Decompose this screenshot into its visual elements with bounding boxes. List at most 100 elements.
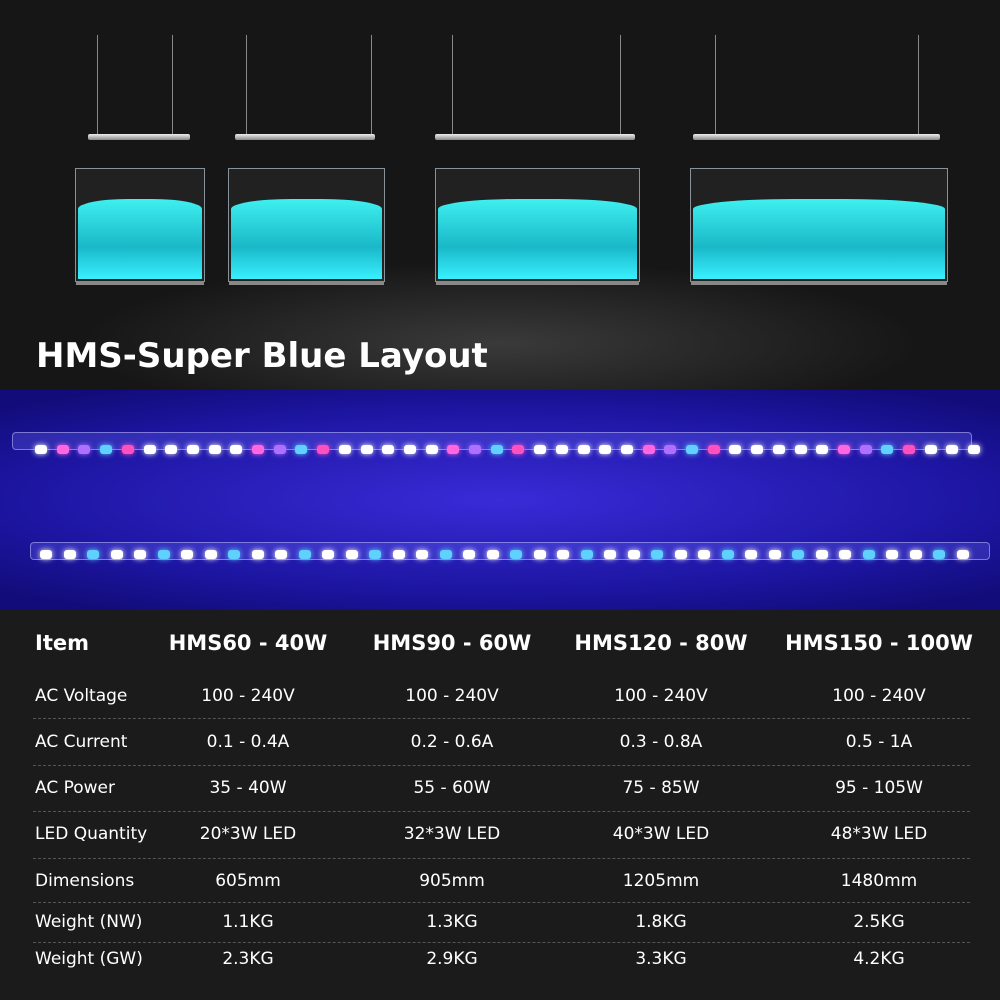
table-row: Weight (GW) 2.3KG 2.9KG 3.3KG 4.2KG: [0, 939, 1000, 979]
cell-value: 0.1 - 0.4A: [206, 732, 290, 752]
cell-value: 32*3W LED: [403, 824, 501, 844]
led-chip: [946, 445, 959, 454]
led-chip: [794, 445, 807, 454]
row-divider: [33, 858, 970, 859]
table-row: AC Power 35 - 40W 55 - 60W 75 - 85W 95 - 105…: [0, 768, 1000, 808]
row-label: LED Quantity: [35, 824, 148, 844]
cell-value: 40*3W LED: [612, 824, 710, 844]
cell-value: 905mm: [419, 871, 485, 891]
led-chip: [642, 445, 655, 454]
light-fixture-hms150: [693, 134, 940, 140]
led-chip: [165, 445, 178, 454]
aquarium-illustration: HMS-Super Blue Layout: [0, 0, 1000, 390]
led-chip: [469, 445, 481, 454]
cell-value: 0.2 - 0.6A: [410, 732, 494, 752]
led-chip: [121, 445, 134, 454]
led-chip: [924, 445, 937, 454]
led-chip: [599, 445, 612, 454]
led-chip: [360, 445, 373, 454]
page-title: HMS-Super Blue Layout: [36, 336, 488, 376]
led-chip: [674, 550, 687, 559]
light-fixture-hms120: [435, 134, 635, 140]
row-label: Dimensions: [35, 871, 135, 891]
led-chip: [815, 550, 828, 559]
led-chip: [837, 445, 850, 454]
led-chip: [881, 445, 894, 454]
row-label: AC Current: [35, 732, 128, 752]
light-fixture-hms60: [88, 134, 190, 140]
led-chip: [186, 445, 199, 454]
led-chip: [204, 550, 217, 559]
cell-value: 2.5KG: [853, 912, 905, 932]
led-chip: [181, 550, 193, 559]
led-chip: [862, 550, 875, 559]
cell-value: 1205mm: [622, 871, 700, 891]
led-chip: [56, 445, 69, 454]
led-chip: [208, 445, 221, 454]
row-label: AC Voltage: [35, 686, 128, 706]
cell-value: 605mm: [215, 871, 281, 891]
led-chip: [768, 550, 781, 559]
cell-value: 100 - 240V: [832, 686, 926, 706]
led-chip: [772, 445, 785, 454]
row-divider: [33, 718, 970, 719]
led-chip: [512, 445, 525, 454]
cell-value: 1.3KG: [426, 912, 478, 932]
cell-value: 3.3KG: [635, 949, 687, 969]
table-row: LED Quantity 20*3W LED 32*3W LED 40*3W LED 4…: [0, 814, 1000, 854]
header-hms120: HMS120 - 80W: [574, 631, 748, 655]
table-row: Dimensions 605mm 905mm 1205mm 1480mm: [0, 861, 1000, 901]
led-chip: [557, 550, 569, 559]
led-chip: [620, 445, 633, 454]
cell-value: 0.5 - 1A: [845, 732, 913, 752]
led-chip: [382, 445, 395, 454]
led-chip: [416, 550, 428, 559]
cell-value: 55 - 60W: [413, 778, 491, 798]
row-label: Weight (GW): [35, 949, 143, 969]
table-row: AC Voltage 100 - 240V 100 - 240V 100 - 240V…: [0, 676, 1000, 716]
led-chip: [35, 445, 47, 454]
led-chip: [604, 550, 616, 559]
led-chip: [40, 550, 52, 559]
led-chip: [909, 550, 922, 559]
header-hms60: HMS60 - 40W: [168, 631, 328, 655]
led-chip: [298, 550, 311, 559]
led-chip: [859, 445, 872, 454]
led-chip: [956, 550, 969, 559]
aquarium-tank: [435, 168, 640, 285]
led-chip: [273, 445, 286, 454]
cell-value: 35 - 40W: [209, 778, 287, 798]
cell-value: 2.3KG: [222, 949, 274, 969]
led-chip: [903, 445, 915, 454]
led-chip: [729, 445, 742, 454]
row-divider: [33, 765, 970, 766]
led-chip: [751, 445, 764, 454]
led-chip: [338, 445, 351, 454]
led-chip: [651, 550, 663, 559]
led-chip: [534, 445, 547, 454]
aquarium-tank: [75, 168, 205, 285]
led-chip: [580, 550, 593, 559]
led-chip: [228, 550, 240, 559]
row-divider: [33, 942, 970, 943]
led-chip: [403, 445, 416, 454]
led-chip: [157, 550, 170, 559]
led-chip: [664, 445, 677, 454]
led-chip: [792, 550, 804, 559]
table-header: Item HMS60 - 40W HMS90 - 60W HMS120 - 80…: [0, 623, 1000, 663]
led-chip: [251, 550, 264, 559]
led-chip: [230, 445, 243, 454]
led-chip: [439, 550, 452, 559]
cell-value: 95 - 105W: [835, 778, 923, 798]
cell-value: 75 - 85W: [622, 778, 700, 798]
led-chip: [275, 550, 287, 559]
led-chip: [698, 550, 710, 559]
row-divider: [33, 811, 970, 812]
led-chip: [745, 550, 757, 559]
cell-value: 0.3 - 0.8A: [619, 732, 703, 752]
led-chip: [110, 550, 123, 559]
aquarium-tank: [690, 168, 948, 285]
cell-value: 4.2KG: [853, 949, 905, 969]
led-chip: [839, 550, 851, 559]
led-chip: [425, 445, 438, 454]
